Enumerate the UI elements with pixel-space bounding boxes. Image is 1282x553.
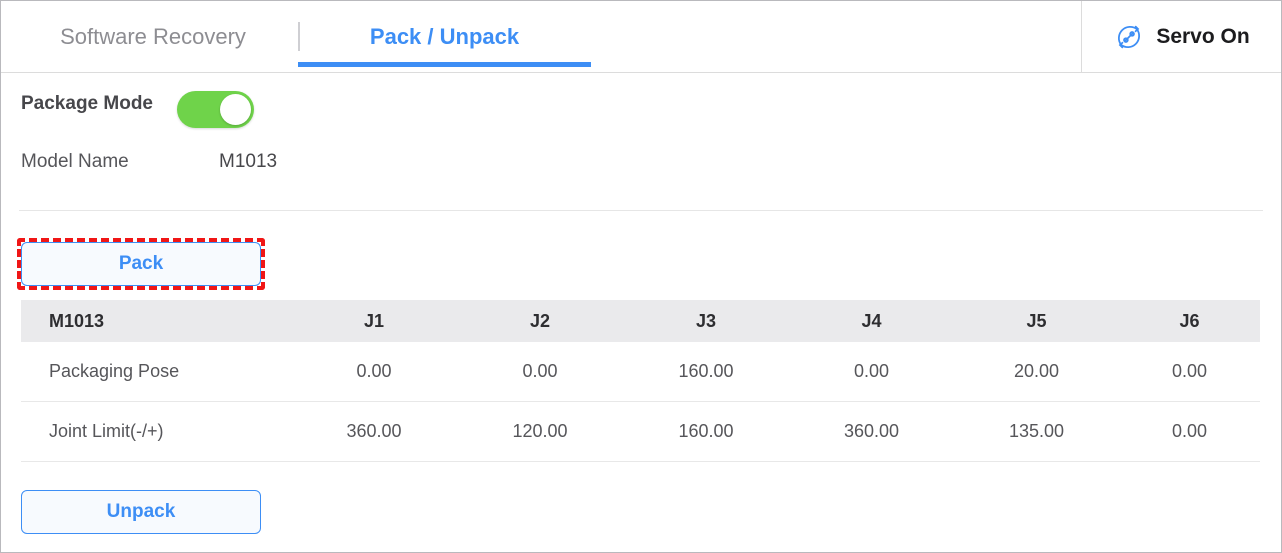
- cell-joint-limit-j2: 120.00: [512, 421, 568, 441]
- tab-active-underline: [298, 62, 591, 67]
- table-header-j5: J5: [954, 300, 1119, 342]
- cell-joint-limit-j3: 160.00: [678, 421, 734, 441]
- table-header-j1: J1: [291, 300, 457, 342]
- cell-packaging-pose-j6: 0.00: [1171, 361, 1208, 381]
- row-label-joint-limit: Joint Limit(-/+): [49, 421, 164, 441]
- section-divider: [19, 210, 1263, 211]
- package-mode-toggle[interactable]: [177, 91, 254, 128]
- model-name-label: Model Name: [21, 151, 129, 172]
- toggle-knob: [220, 94, 251, 125]
- cell-joint-limit-j1: 360.00: [346, 421, 402, 441]
- servo-status-label: Servo On: [1156, 25, 1250, 48]
- row-label-packaging-pose: Packaging Pose: [49, 361, 180, 381]
- package-mode-label: Package Mode: [21, 93, 153, 114]
- pack-button[interactable]: Pack: [21, 242, 261, 286]
- model-name-value: M1013: [219, 151, 278, 172]
- tab-bar: Software Recovery Pack / Unpack: [1, 1, 1281, 73]
- table-row: Packaging Pose 0.00 0.00 160.00 0.00 20.…: [21, 342, 1260, 402]
- table-header-row: M1013 J1 J2 J3 J4 J5 J6: [21, 300, 1260, 342]
- servo-status-button[interactable]: Servo On: [1082, 1, 1281, 73]
- table-header-j2: J2: [457, 300, 623, 342]
- table-header-j3: J3: [623, 300, 789, 342]
- cell-joint-limit-j5: 135.00: [1008, 421, 1065, 441]
- table-header-model: M1013: [21, 300, 291, 342]
- joint-values-table: M1013 J1 J2 J3 J4 J5 J6 Packaging Pose 0…: [21, 300, 1260, 462]
- cell-packaging-pose-j3: 160.00: [678, 361, 734, 381]
- table-header-j4: J4: [789, 300, 954, 342]
- tab-software-recovery[interactable]: Software Recovery: [60, 24, 246, 49]
- table-header-j6: J6: [1119, 300, 1260, 342]
- cell-joint-limit-j6: 0.00: [1171, 421, 1208, 441]
- cell-packaging-pose-j2: 0.00: [522, 361, 558, 381]
- tab-separator: [298, 22, 300, 51]
- table-row: Joint Limit(-/+) 360.00 120.00 160.00 36…: [21, 402, 1260, 462]
- unpack-button[interactable]: Unpack: [21, 490, 261, 534]
- cell-joint-limit-j4: 360.00: [843, 421, 900, 441]
- cell-packaging-pose-j4: 0.00: [853, 361, 890, 381]
- cell-packaging-pose-j1: 0.00: [356, 361, 392, 381]
- tab-pack-unpack[interactable]: Pack / Unpack: [369, 24, 520, 49]
- servo-panel-divider: [1081, 1, 1082, 73]
- servo-rotate-icon: [1114, 22, 1144, 52]
- cell-packaging-pose-j5: 20.00: [1013, 361, 1060, 381]
